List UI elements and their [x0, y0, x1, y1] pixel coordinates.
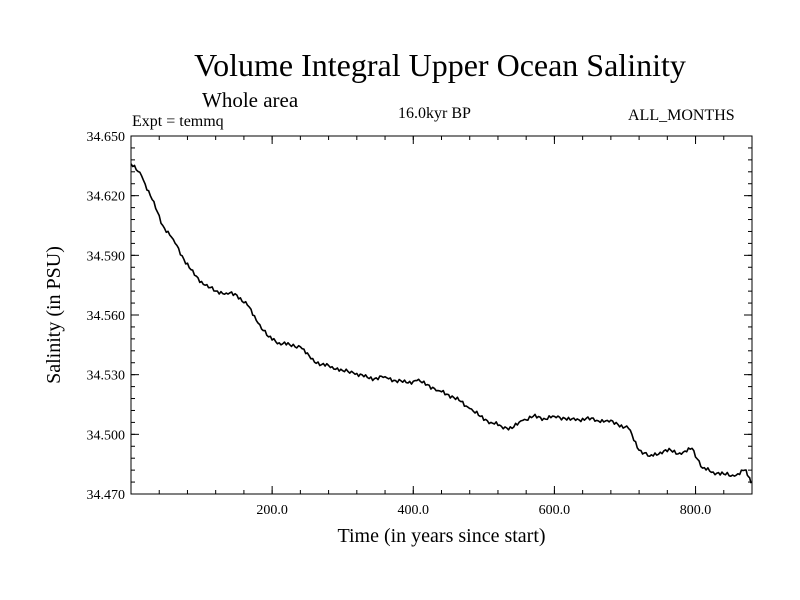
y-tick-label: 34.530 [87, 369, 126, 384]
y-tick-label: 34.590 [87, 249, 126, 264]
y-tick-label: 34.470 [87, 488, 126, 503]
axis-tick-labels: 34.470 34.500 34.530 34.560 34.590 34.620 34.6… [87, 130, 712, 518]
salinity-series-line [130, 163, 753, 484]
months-label: ALL_MONTHS [628, 107, 735, 124]
y-tick-label: 34.650 [87, 130, 126, 145]
x-tick-label: 200.0 [256, 503, 288, 518]
chart-title: Volume Integral Upper Ocean Salinity [194, 47, 686, 83]
experiment-label: Expt = temmq [132, 113, 224, 130]
period-label: 16.0kyr BP [398, 105, 471, 122]
x-axis-title: Time (in years since start) [337, 525, 545, 547]
y-tick-label: 34.560 [87, 309, 126, 324]
chart-subtitle: Whole area [202, 88, 299, 112]
y-tick-label: 34.500 [87, 428, 126, 443]
y-tick-label: 34.620 [87, 190, 126, 205]
x-tick-label: 800.0 [680, 503, 712, 518]
y-axis-title: Salinity (in PSU) [43, 246, 65, 384]
x-tick-label: 400.0 [398, 503, 430, 518]
plot-frame [130, 135, 753, 495]
axis-ticks [131, 135, 753, 495]
x-tick-label: 600.0 [539, 503, 571, 518]
